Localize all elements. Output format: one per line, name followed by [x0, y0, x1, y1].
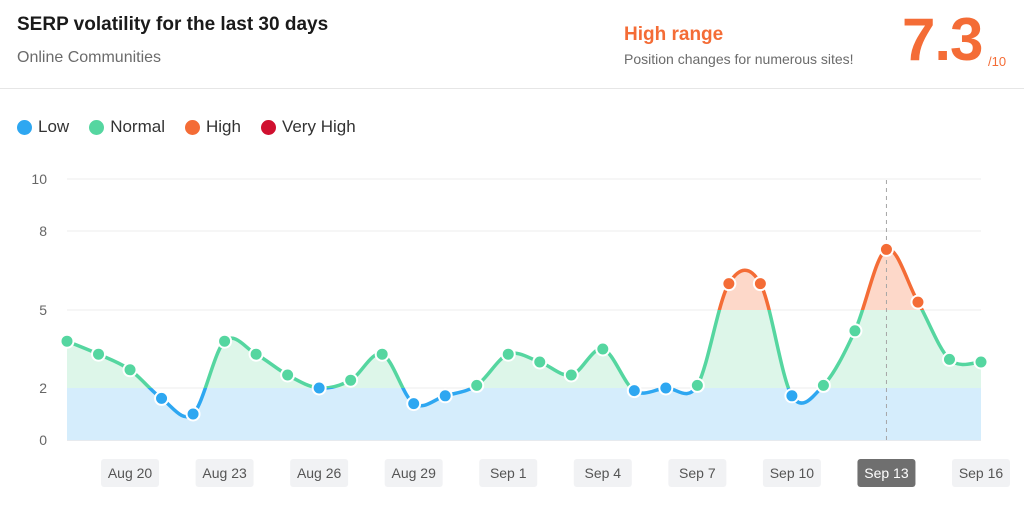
x-tick-pill — [857, 459, 916, 487]
x-tick-label: Sep 10 — [770, 465, 815, 481]
data-point — [374, 346, 390, 362]
y-tick-label: 2 — [39, 380, 47, 396]
x-tick-label: Sep 13 — [864, 465, 909, 481]
data-point — [973, 354, 989, 370]
data-point — [469, 377, 485, 393]
legend-dot-normal — [89, 119, 105, 135]
legend-dot-low — [17, 119, 32, 135]
data-point — [185, 406, 201, 422]
x-tick-pill — [573, 459, 632, 487]
legend-label-low: Low — [38, 117, 70, 136]
legend-item-very-high[interactable]: Very High — [260, 117, 356, 137]
data-point — [941, 351, 957, 367]
data-point — [59, 333, 75, 349]
data-point — [343, 372, 359, 388]
x-tick-pill — [952, 459, 1010, 487]
legend-dot-very-high — [260, 119, 276, 135]
data-point — [752, 276, 768, 292]
y-tick-label: 0 — [39, 432, 47, 448]
x-tick-pill — [290, 459, 349, 487]
x-tick-pill — [668, 459, 727, 487]
x-tick-pill — [195, 459, 254, 487]
data-point — [815, 377, 831, 393]
data-point — [311, 380, 327, 396]
data-point — [437, 388, 453, 404]
data-point — [658, 380, 674, 396]
data-point — [406, 396, 422, 412]
data-point — [626, 383, 642, 399]
legend-label-normal: Normal — [110, 117, 165, 136]
x-tick-label: Aug 20 — [108, 465, 153, 481]
x-tick-label: Sep 4 — [584, 465, 621, 481]
level-band-low — [67, 388, 981, 440]
level-band-normal — [67, 310, 981, 388]
data-point — [595, 341, 611, 357]
x-axis: Aug 20 Aug 23 Aug 26 Aug 29 Sep 1 Sep 4 Sep 7 S… — [101, 459, 1010, 487]
x-tick-label: Aug 26 — [297, 465, 342, 481]
score-denominator: /10 — [988, 54, 1007, 69]
x-tick-label: Aug 29 — [392, 465, 437, 481]
x-tick-label: Sep 7 — [679, 465, 716, 481]
x-tick-label: Aug 23 — [202, 465, 247, 481]
data-point — [122, 362, 138, 378]
x-tick-pill — [384, 459, 443, 487]
level-band-high — [67, 249, 981, 310]
data-point — [154, 390, 170, 406]
data-point — [217, 333, 233, 349]
data-point — [563, 367, 579, 383]
y-tick-label: 5 — [39, 302, 47, 318]
data-point — [91, 346, 107, 362]
data-point — [847, 323, 863, 339]
legend-label-high: High — [205, 117, 241, 136]
legend-item-low[interactable]: Low — [17, 117, 69, 137]
data-point — [721, 276, 737, 292]
level-band-very-high — [67, 179, 981, 231]
y-tick-label: 10 — [31, 171, 47, 187]
chart-points — [59, 241, 989, 422]
x-tick-pill — [101, 459, 160, 487]
chart-title: SERP volatility for the last 30 days — [17, 14, 329, 35]
data-point — [248, 346, 264, 362]
data-point — [689, 377, 705, 393]
legend: Low Normal High Very High — [17, 117, 376, 137]
legend-item-high[interactable]: High — [184, 117, 241, 137]
data-point — [910, 294, 926, 310]
legend-label-very-high: Very High — [281, 117, 356, 136]
x-tick-label: Sep 16 — [959, 465, 1004, 481]
volatility-score: 7.3 — [902, 6, 983, 73]
legend-dot-high — [184, 119, 200, 135]
data-point — [500, 346, 516, 362]
category-subtitle: Online Communities — [17, 49, 162, 66]
x-tick-pill — [479, 459, 538, 487]
y-tick-label: 8 — [39, 223, 47, 239]
range-label: High range — [624, 24, 724, 45]
range-description: Position changes for numerous sites! — [624, 51, 854, 67]
data-point — [280, 367, 296, 383]
x-tick-label: Sep 1 — [490, 465, 527, 481]
header-divider — [0, 88, 1024, 89]
legend-item-normal[interactable]: Normal — [89, 117, 165, 137]
data-point — [532, 354, 548, 370]
data-point — [878, 241, 894, 257]
data-point — [784, 388, 800, 404]
x-tick-pill — [762, 459, 821, 487]
